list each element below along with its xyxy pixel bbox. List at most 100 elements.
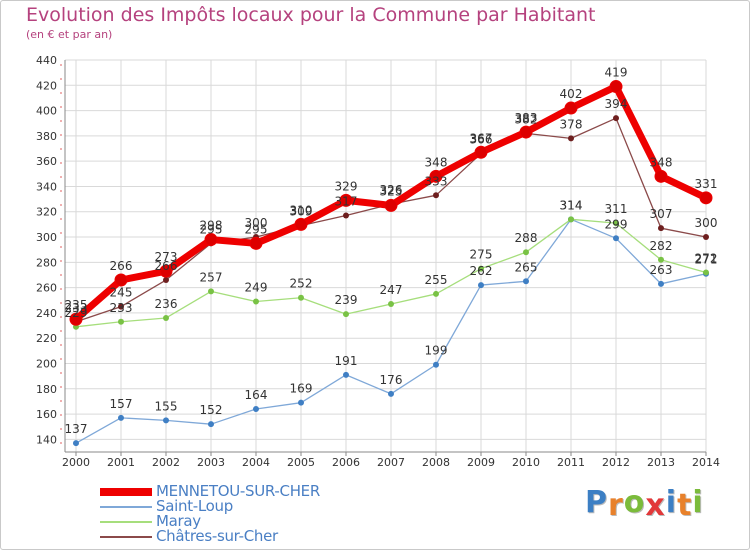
series-2-point-2002 [163, 314, 169, 321]
x-tick-label-2000: 2000 [62, 456, 90, 469]
grid-lines [65, 59, 707, 452]
series-3-label-2008: 333 [425, 174, 448, 188]
axes [60, 60, 707, 456]
series-1-point-2009 [478, 282, 484, 289]
series-1-label-2013: 263 [650, 263, 673, 277]
series-0-label-2003: 298 [200, 219, 223, 233]
proxiti-logo: Proxiti [585, 485, 704, 523]
series-3-point-2012 [613, 115, 619, 122]
series-3-point-2014 [703, 234, 709, 241]
series-2-label-2008: 255 [425, 273, 448, 287]
chart-subtitle: (en € et par an) [26, 28, 113, 41]
series-0-label-2007: 325 [380, 184, 403, 198]
series-0-label-2001: 266 [110, 259, 133, 273]
series-3-point-2006 [343, 212, 349, 219]
series-3-label-2007: 326 [380, 183, 403, 197]
x-tick-label-2006: 2006 [332, 456, 360, 469]
x-tick-label-2002: 2002 [152, 456, 180, 469]
series-3-point-2013 [658, 225, 664, 232]
legend-swatch-1 [100, 506, 152, 508]
series-1-label-2012: 299 [605, 217, 628, 231]
y-tick-label-400: 400 [36, 105, 57, 118]
series-1-point-2008 [433, 361, 439, 368]
legend-item-0: MENNETOU-SUR-CHER [100, 482, 360, 500]
y-tick-label-140: 140 [36, 433, 57, 446]
series-0-label-2005: 310 [290, 203, 313, 217]
series-3-label-2004: 300 [245, 216, 268, 230]
series-1-point-2001 [118, 414, 124, 421]
series-3-point-2011 [568, 135, 574, 142]
legend-item-2: Maray [100, 512, 360, 530]
series-3-label-2003: 295 [200, 222, 223, 236]
series-3-label-2001: 245 [110, 286, 133, 300]
series-2-label-2014: 272 [695, 251, 718, 265]
x-tick-label-2011: 2011 [557, 456, 585, 469]
series-0 [69, 80, 713, 326]
y-tick-label-360: 360 [36, 155, 57, 168]
logo-letter-6: i [692, 485, 704, 520]
y-tick-label-280: 280 [36, 256, 57, 269]
series-3-label-2000: 233 [65, 301, 88, 315]
legend-label-2: Maray [156, 512, 201, 530]
series-0-point-2005 [294, 217, 308, 231]
series-2-label-2003: 257 [200, 270, 223, 284]
legend-swatch-0 [100, 488, 152, 496]
series-1-label-2007: 176 [380, 373, 403, 387]
series-0-label-2014: 331 [695, 177, 718, 191]
legend-swatch-3 [100, 536, 152, 538]
series-0-label-2009: 367 [470, 131, 493, 145]
x-tick-label-2007: 2007 [377, 456, 405, 469]
series-1-label-2000: 137 [65, 422, 88, 436]
x-tick-label-2004: 2004 [242, 456, 270, 469]
series-1-label-2011: 314 [560, 198, 583, 212]
series-1-point-2010 [523, 278, 529, 285]
y-tick-label-300: 300 [36, 231, 57, 244]
y-tick-label-420: 420 [36, 79, 57, 92]
series-1-point-2007 [388, 390, 394, 397]
x-tick-label-2008: 2008 [422, 456, 450, 469]
series-0-point-2010 [519, 125, 533, 139]
logo-letter-2: o [623, 485, 646, 520]
series-1-label-2002: 155 [155, 399, 178, 413]
series-2-label-2013: 282 [650, 239, 673, 253]
series-2-label-2009: 275 [470, 248, 493, 262]
y-tick-label-220: 220 [36, 332, 57, 345]
series-1-label-2009: 262 [470, 264, 493, 278]
series-3-label-2013: 307 [650, 207, 673, 221]
series-3-label-2005: 309 [290, 205, 313, 219]
series-2-point-2007 [388, 301, 394, 308]
series-2-label-2010: 288 [515, 231, 538, 245]
series-3-point-2002 [163, 277, 169, 284]
series-0-point-2013 [654, 169, 668, 183]
x-tick-label-2009: 2009 [467, 456, 495, 469]
series-3-point-2008 [433, 192, 439, 199]
series-2-label-2002: 236 [155, 297, 178, 311]
y-tick-label-160: 160 [36, 408, 57, 421]
series-2-point-2006 [343, 311, 349, 318]
series-3-label-2002: 266 [155, 259, 178, 273]
series-0-label-2002: 273 [155, 250, 178, 264]
series-1-label-2010: 265 [515, 260, 538, 274]
series-2-label-2005: 252 [290, 277, 313, 291]
legend-swatch-2 [100, 521, 152, 523]
x-tick-label-2012: 2012 [602, 456, 630, 469]
series-1-point-2003 [208, 421, 214, 428]
y-tick-label-260: 260 [36, 282, 57, 295]
series-1-label-2005: 169 [290, 382, 313, 396]
series-1-label-2006: 191 [335, 354, 358, 368]
series-0-label-2012: 419 [605, 66, 628, 80]
legend-label-1: Saint-Loup [156, 497, 233, 515]
series-2-point-2011 [568, 216, 574, 223]
series-0-point-2003 [204, 233, 218, 247]
chart-title: Evolution des Impôts locaux pour la Comm… [26, 4, 596, 26]
series-1-point-2005 [298, 399, 304, 406]
y-tick-label-320: 320 [36, 206, 57, 219]
series-0-point-2007 [384, 198, 398, 212]
series-layer [69, 80, 713, 447]
series-1-point-2013 [658, 280, 664, 287]
x-tick-label-2010: 2010 [512, 456, 540, 469]
series-3-label-2009: 366 [470, 133, 493, 147]
y-tick-labels: 140 160 180 200 220 240 260 280 300 320 340 360 380 4… [36, 54, 57, 446]
legend-label-0: MENNETOU-SUR-CHER [156, 482, 320, 500]
